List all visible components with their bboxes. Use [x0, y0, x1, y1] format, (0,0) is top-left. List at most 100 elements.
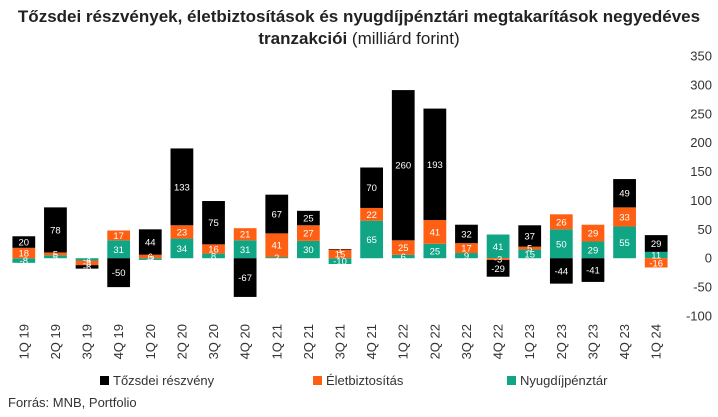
bar-pension: [44, 255, 67, 259]
data-label-stock: -67: [238, 273, 252, 284]
bar-pension: [549, 229, 573, 259]
bar-stock: [297, 210, 320, 226]
x-tick-label: 4Q 19: [111, 324, 126, 359]
y-axis: 350 300 250 200 150 100 50 0 -50 -100: [686, 49, 712, 324]
data-label-pension: 31: [113, 245, 124, 256]
bar-insurance: [233, 228, 257, 241]
data-label-insurance: 41: [271, 241, 282, 252]
legend-label-stock: Tőzsdei részvény: [113, 373, 215, 388]
bar-stock: [360, 167, 384, 208]
bar-pension: [138, 258, 162, 260]
bar-pension: [391, 254, 415, 259]
data-label-stock: 260: [395, 161, 411, 172]
bar-insurance: [391, 240, 415, 255]
x-tick-label: 3Q 19: [80, 324, 95, 359]
x-tick-label: 2Q 20: [174, 324, 189, 359]
bar-stock: [44, 207, 67, 253]
data-label-insurance: 29: [588, 229, 599, 240]
bar-insurance: [581, 224, 605, 242]
bar-insurance: [328, 249, 352, 259]
data-label-pension: 15: [524, 249, 535, 260]
legend-swatch-stock: [100, 376, 109, 385]
data-label-insurance: 27: [303, 229, 314, 240]
x-tick-label: 4Q 20: [238, 324, 253, 359]
y-tick-label: -100: [686, 309, 712, 324]
data-label-pension: -4: [83, 255, 91, 266]
bar-pension: [297, 240, 320, 259]
data-label-stock: 25: [303, 214, 314, 225]
y-tick-label: 200: [690, 135, 712, 150]
x-tick-label: 3Q 22: [459, 324, 474, 359]
legend-swatch-pension: [507, 376, 516, 385]
data-label-stock: 133: [174, 182, 190, 193]
bar-pension: [328, 258, 352, 264]
data-label-insurance: 17: [461, 244, 472, 255]
bar-pension: [107, 240, 131, 259]
x-tick-label: 4Q 22: [491, 324, 506, 359]
bar-stock: [107, 258, 131, 288]
data-label-pension: 6: [401, 252, 406, 263]
data-label-pension: 9: [464, 251, 469, 262]
data-label-pension: 30: [303, 245, 314, 256]
data-label-pension: 5: [53, 252, 58, 263]
data-label-pension: 34: [177, 244, 188, 255]
source-note: Forrás: MNB, Portfolio: [8, 395, 137, 410]
bar-stock: [12, 236, 36, 248]
bar-insurance: [202, 244, 225, 254]
data-label-pension: 65: [366, 235, 377, 246]
bar-insurance: [455, 243, 478, 254]
legend-label-insurance: Életbiztosítás: [326, 373, 404, 388]
data-label-stock: 37: [524, 231, 535, 242]
bar-pension: [581, 241, 605, 259]
data-label-insurance: 33: [619, 212, 630, 223]
chart-title-main: Tőzsdei részvények, életbiztosítások és …: [17, 7, 701, 48]
bar-stock: [202, 201, 225, 245]
bar-insurance: [170, 225, 194, 239]
bar-pension: [360, 220, 384, 259]
data-label-stock: 75: [208, 218, 219, 229]
data-label-pension: -8: [20, 256, 28, 267]
x-tick-label: 2Q 19: [48, 324, 63, 359]
data-label-stock: 44: [145, 238, 156, 249]
bar-stock: [423, 108, 447, 221]
x-tick-label: 3Q 21: [333, 324, 348, 359]
y-tick-label: 350: [690, 49, 712, 64]
bar-insurance: [644, 258, 668, 268]
bar-stock: [391, 90, 415, 241]
y-tick-label: -50: [693, 280, 712, 295]
bar-pension: [75, 258, 99, 261]
data-label-insurance: 15: [335, 249, 346, 260]
bar-pension: [518, 249, 542, 259]
bar-pension: [12, 258, 36, 263]
chart-title: Tőzsdei részvények, életbiztosítások és …: [0, 6, 718, 50]
bar-stock: [549, 258, 573, 284]
data-label-insurance: 21: [240, 230, 251, 241]
data-label-insurance: -8: [83, 258, 91, 269]
data-label-insurance: 18: [19, 249, 30, 260]
data-label-insurance: 6: [148, 252, 153, 263]
bar-stock: [581, 258, 605, 282]
y-tick-label: 300: [690, 77, 712, 92]
data-label-insurance: 22: [366, 210, 377, 221]
data-label-insurance: 23: [177, 227, 188, 238]
legend-swatch-insurance: [313, 376, 322, 385]
x-tick-label: 4Q 21: [364, 324, 379, 359]
legend-label-pension: Nyugdíjpénztár: [520, 373, 608, 388]
data-label-insurance: 26: [556, 217, 567, 228]
bar-stock: [75, 265, 99, 269]
data-label-stock: 29: [651, 239, 662, 250]
data-label-stock: 32: [461, 229, 472, 240]
data-label-pension: 8: [211, 251, 216, 262]
bar-stock: [170, 148, 194, 226]
x-tick-label: 3Q 23: [585, 324, 600, 359]
bar-insurance: [549, 214, 573, 230]
data-label-stock: 20: [19, 238, 30, 249]
data-label-stock: 1: [337, 245, 342, 256]
bar-pension: [644, 251, 668, 259]
bar-insurance: [297, 225, 320, 241]
data-label-pension: 29: [588, 245, 599, 256]
data-label-pension: 2: [274, 253, 279, 264]
bar-insurance: [613, 207, 636, 227]
bar-insurance: [138, 254, 162, 259]
data-label-insurance: 17: [113, 231, 124, 242]
